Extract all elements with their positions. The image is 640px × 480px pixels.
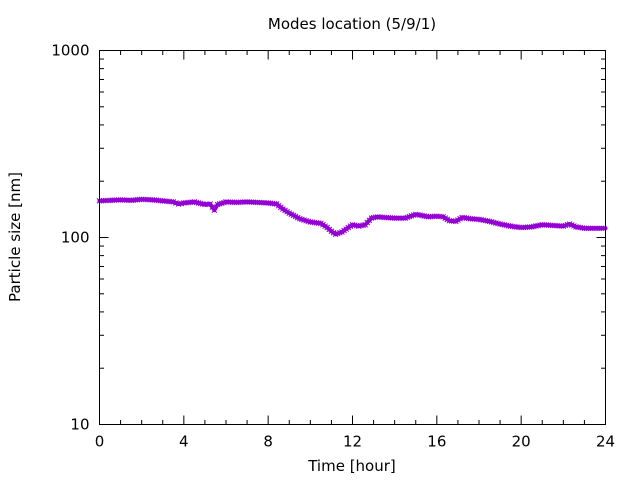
data-point xyxy=(368,215,375,221)
data-point xyxy=(389,215,396,221)
data-point xyxy=(421,213,428,219)
data-point xyxy=(419,212,425,219)
data-point xyxy=(209,204,216,210)
data-point xyxy=(501,222,508,228)
data-point xyxy=(211,207,218,214)
data-point xyxy=(360,222,366,229)
y-tick-label: 100 xyxy=(61,229,90,247)
data-point xyxy=(530,223,537,230)
data-point xyxy=(478,216,484,223)
data-point xyxy=(585,225,592,232)
data-point xyxy=(476,216,482,223)
plot-area xyxy=(96,196,608,238)
data-point xyxy=(516,224,522,231)
data-point xyxy=(412,211,419,218)
data-point xyxy=(499,221,506,228)
data-point xyxy=(533,223,539,229)
data-point xyxy=(592,225,598,232)
x-axis-label: Time [hour] xyxy=(307,457,396,475)
data-point xyxy=(242,199,248,205)
data-point xyxy=(417,212,423,219)
x-tick-label: 4 xyxy=(179,433,189,451)
x-axis-ticks: 0 4 8 12 16 20 24 xyxy=(95,50,615,451)
data-point xyxy=(431,213,438,220)
plot-frame xyxy=(99,50,606,425)
data-point xyxy=(358,222,364,229)
data-point xyxy=(126,197,132,204)
data-point xyxy=(393,215,400,221)
data-point xyxy=(231,199,238,206)
x-tick-label: 20 xyxy=(512,433,531,451)
data-point xyxy=(497,221,503,227)
data-point xyxy=(484,218,491,224)
data-point xyxy=(353,222,360,229)
x-tick-label: 12 xyxy=(343,433,362,451)
data-point xyxy=(438,213,444,220)
data-point xyxy=(480,217,487,224)
data-point xyxy=(168,198,175,205)
x-tick-label: 16 xyxy=(427,433,446,451)
x-tick-label: 8 xyxy=(263,433,273,451)
data-point xyxy=(315,220,322,226)
data-point xyxy=(535,222,541,229)
chart-title: Modes location (5/9/1) xyxy=(268,15,436,33)
data-point xyxy=(482,217,489,224)
y-axis-ticks: 10 100 1000 xyxy=(51,42,606,434)
data-point xyxy=(391,215,398,221)
x-tick-label: 0 xyxy=(95,433,105,451)
x-tick-label: 24 xyxy=(596,433,615,451)
data-point xyxy=(349,221,356,228)
data-point xyxy=(503,222,510,229)
data-point xyxy=(115,197,122,203)
data-point xyxy=(528,224,535,230)
data-point xyxy=(351,222,358,229)
data-point xyxy=(450,218,457,224)
data-point xyxy=(598,225,605,232)
data-point xyxy=(207,201,214,207)
series-markers xyxy=(96,196,607,238)
data-point xyxy=(355,223,362,230)
data-point xyxy=(415,211,421,218)
data-point xyxy=(581,225,588,232)
data-point xyxy=(587,225,594,232)
data-point xyxy=(271,200,278,207)
data-point xyxy=(370,214,377,221)
data-point xyxy=(136,196,143,203)
data-point xyxy=(398,215,404,221)
data-point xyxy=(396,215,402,221)
data-point xyxy=(594,225,600,232)
y-axis-label: Particle size [nm] xyxy=(6,172,24,302)
y-tick-label: 1000 xyxy=(51,42,89,60)
y-tick-label: 10 xyxy=(70,416,89,434)
data-point xyxy=(596,225,603,232)
data-point xyxy=(583,225,590,232)
data-point xyxy=(589,225,596,232)
